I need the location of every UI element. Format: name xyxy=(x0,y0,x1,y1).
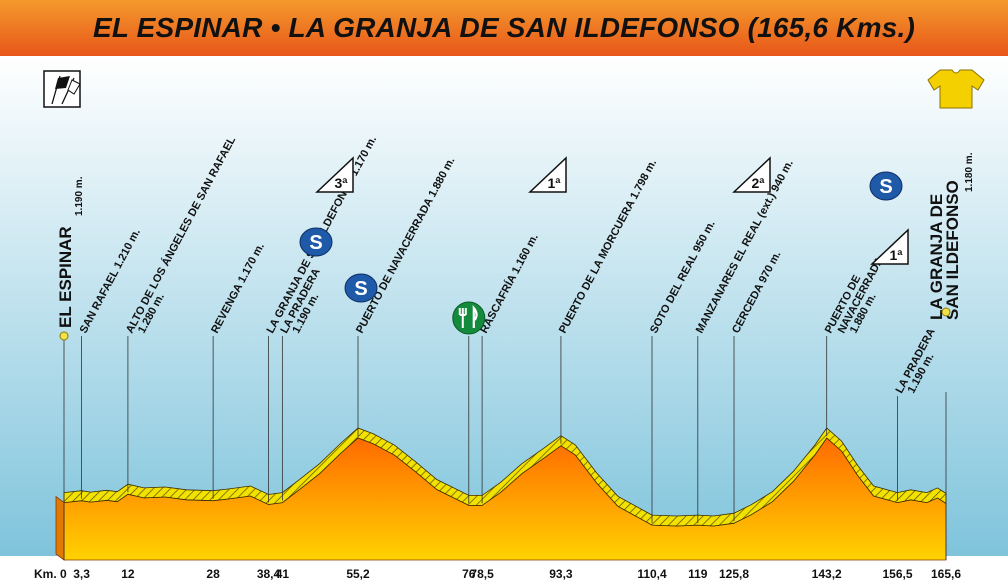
start-town-label: EL ESPINAR xyxy=(56,226,75,328)
x-tick-label: 110,4 xyxy=(637,567,667,581)
sprint-icon: S xyxy=(344,273,378,303)
x-tick-label: 143,2 xyxy=(812,567,842,581)
yellow-jersey-icon xyxy=(927,69,985,109)
x-tick-label: 41 xyxy=(276,567,290,581)
x-tick-label: 55,2 xyxy=(346,567,370,581)
climb-category-icon: 2ª xyxy=(732,156,771,193)
profile-start-face xyxy=(55,495,65,561)
finish-town-label: LA GRANJA DE xyxy=(927,194,946,320)
axis-band xyxy=(0,556,1008,583)
start-town-altitude: 1.190 m. xyxy=(74,176,85,216)
x-tick-label: 119 xyxy=(688,567,708,581)
x-tick-label: 38,4 xyxy=(257,567,281,581)
location-marker xyxy=(941,307,951,317)
climb-category-icon: 1ª xyxy=(528,156,567,193)
x-tick-label: 78,5 xyxy=(470,567,494,581)
title-bar xyxy=(0,0,1008,56)
location-marker xyxy=(59,331,69,341)
x-tick-label: Km. 0 xyxy=(34,567,67,581)
sprint-icon: S xyxy=(869,171,903,201)
climb-category-label: 1ª xyxy=(548,175,562,191)
sprint-label: S xyxy=(879,176,892,198)
finish-town-altitude: 1.180 m. xyxy=(964,152,975,192)
sprint-icon: S xyxy=(299,227,333,257)
climb-category-icon: 3ª xyxy=(315,156,354,193)
x-tick-label: 93,3 xyxy=(549,567,573,581)
finish-town-label-2: SAN ILDEFONSO xyxy=(943,180,962,320)
checkered-flags-icon xyxy=(43,70,81,108)
climb-category-label: 3ª xyxy=(335,175,349,191)
x-tick-label: 165,6 xyxy=(931,567,961,581)
feed-zone-icon xyxy=(452,301,486,335)
x-tick-label: 28 xyxy=(206,567,220,581)
climb-category-icon: 1ª xyxy=(870,228,909,265)
x-tick-label: 125,8 xyxy=(719,567,749,581)
x-tick-label: 76 xyxy=(462,567,476,581)
sprint-label: S xyxy=(309,232,322,254)
x-tick-label: 156,5 xyxy=(882,567,912,581)
sprint-label: S xyxy=(354,278,367,300)
climb-category-label: 2ª xyxy=(752,175,766,191)
x-tick-label: 3,3 xyxy=(73,567,90,581)
climb-category-label: 1ª xyxy=(890,247,904,263)
chart-title: EL ESPINAR • LA GRANJA DE SAN ILDEFONSO … xyxy=(93,12,915,43)
x-tick-label: 12 xyxy=(121,567,135,581)
